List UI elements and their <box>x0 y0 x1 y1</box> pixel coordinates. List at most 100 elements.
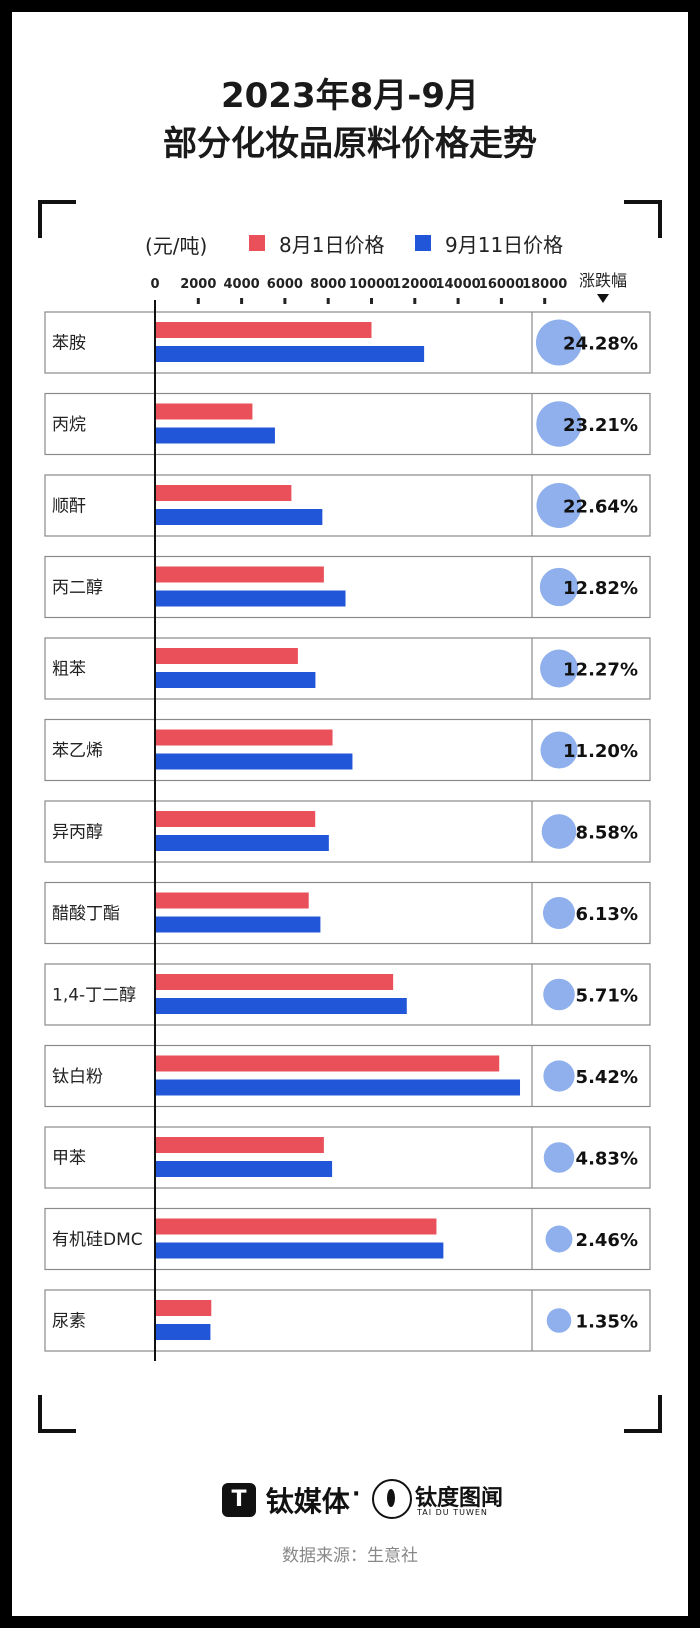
table-row <box>44 392 651 456</box>
bar-sep <box>155 672 316 688</box>
table-row <box>44 311 651 374</box>
bar-sep <box>155 1079 521 1096</box>
sort-down-icon <box>597 294 609 303</box>
change-label: 1.35% <box>576 1312 638 1333</box>
bar-aug <box>155 729 333 746</box>
x-tick-label: 12000 <box>392 277 437 292</box>
category-label: 钛白粉 <box>52 1067 103 1087</box>
table-row <box>44 718 651 782</box>
bar-aug <box>155 811 316 827</box>
brand-logo-taimeiti: T 钛媒体 <box>222 1480 350 1520</box>
category-label: 苯乙烯 <box>52 741 103 761</box>
change-label: 22.64% <box>563 497 638 518</box>
bar-sep <box>155 1324 211 1340</box>
bar-aug <box>155 974 394 990</box>
table-row <box>44 1207 651 1271</box>
change-bubble <box>545 1225 573 1253</box>
table-row <box>44 555 651 619</box>
table-row <box>44 1044 651 1108</box>
category-label: 尿素 <box>52 1312 86 1332</box>
bar-sep <box>155 753 353 770</box>
bar-sep <box>155 1161 333 1177</box>
change-bubble <box>543 1142 575 1173</box>
bar-aug <box>155 1055 500 1072</box>
bar-sep <box>155 427 275 444</box>
bar-aug <box>155 566 324 583</box>
category-label: 丙二醇 <box>52 578 103 598</box>
table-row <box>44 637 651 700</box>
category-label: 苯胺 <box>52 334 86 354</box>
x-tick-label: 14000 <box>435 277 480 292</box>
bar-sep <box>155 998 407 1014</box>
category-label: 有机硅DMC <box>52 1230 143 1250</box>
corner-top-right <box>624 200 662 238</box>
data-source: 数据来源：生意社 <box>282 1546 418 1566</box>
change-label: 23.21% <box>563 415 638 436</box>
change-label: 4.83% <box>576 1149 638 1170</box>
x-tick-label: 6000 <box>267 277 303 292</box>
eye-logo-icon <box>372 1479 412 1519</box>
brand2-subtitle: TAI DU TUWEN <box>417 1508 488 1517</box>
unit-label: (元/吨) <box>145 234 208 258</box>
table-row <box>44 474 651 537</box>
change-label: 5.42% <box>576 1067 638 1088</box>
legend-label-sep: 9月11日价格 <box>445 233 564 257</box>
change-bubble <box>539 567 579 607</box>
change-bubble <box>540 731 578 769</box>
bar-aug <box>155 1137 324 1153</box>
bar-aug <box>155 1218 437 1235</box>
table-row <box>44 800 651 863</box>
bar-aug <box>155 322 372 338</box>
brand-separator: · <box>352 1482 361 1507</box>
bar-sep <box>155 1242 444 1259</box>
bar-sep <box>155 590 346 607</box>
change-label: 2.46% <box>576 1230 638 1251</box>
brand-t-icon: T <box>222 1483 256 1517</box>
bar-aug <box>155 403 253 420</box>
corner-bottom-right <box>624 1395 662 1433</box>
x-tick-label: 0 <box>150 277 159 292</box>
change-label: 5.71% <box>576 986 638 1007</box>
bar-aug <box>155 485 292 501</box>
table-row <box>44 1289 651 1352</box>
bar-sep <box>155 346 425 362</box>
change-label: 6.13% <box>576 904 638 925</box>
x-tick-label: 10000 <box>349 277 394 292</box>
table-row <box>44 1126 651 1189</box>
bar-sep <box>155 835 329 851</box>
change-label: 12.82% <box>563 578 638 599</box>
category-label: 顺酐 <box>52 497 86 517</box>
change-label: 24.28% <box>563 334 638 355</box>
change-bubble <box>536 401 582 447</box>
x-tick-label: 18000 <box>522 277 567 292</box>
change-bubble <box>536 319 582 366</box>
change-header: 涨跌幅 <box>579 271 627 290</box>
change-bubble <box>543 978 575 1011</box>
corner-top-left <box>38 200 76 238</box>
change-bubble <box>546 1308 572 1333</box>
x-tick-label: 2000 <box>180 277 216 292</box>
category-label: 醋酸丁酯 <box>52 904 120 924</box>
change-bubble <box>543 1060 575 1092</box>
change-bubble <box>536 482 582 529</box>
table-row <box>44 881 651 945</box>
x-tick-label: 8000 <box>310 277 346 292</box>
change-bubble <box>541 814 577 849</box>
category-label: 1,4-丁二醇 <box>52 986 136 1006</box>
legend-swatch-aug <box>249 235 265 251</box>
brand1-text: 钛媒体 <box>265 1485 350 1518</box>
bar-aug <box>155 892 309 909</box>
change-label: 12.27% <box>563 660 638 681</box>
poster-frame <box>12 12 688 1616</box>
change-label: 8.58% <box>576 823 638 844</box>
category-label: 异丙醇 <box>52 823 103 843</box>
legend-label-aug: 8月1日价格 <box>279 233 385 257</box>
category-label: 丙烷 <box>52 415 86 435</box>
bar-aug <box>155 648 298 664</box>
brand2-text: 钛度图闻 <box>415 1486 504 1511</box>
category-label: 甲苯 <box>52 1149 86 1169</box>
chart-title-line1: 2023年8月-9月 <box>220 76 480 116</box>
bar-sep <box>155 509 323 525</box>
change-bubble <box>540 649 578 688</box>
